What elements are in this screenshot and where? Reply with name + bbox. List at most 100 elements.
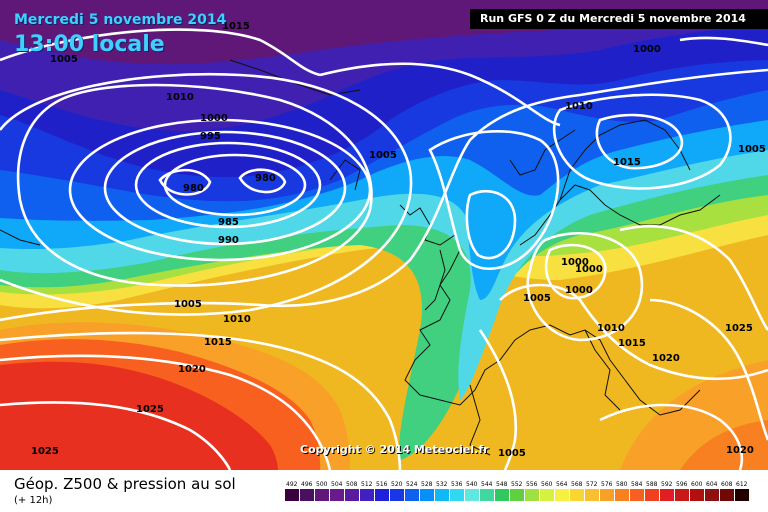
scale-tick-label: 604 [706,481,718,488]
scale-swatch [675,489,689,501]
scale-swatch [510,489,524,501]
scale-swatch [465,489,479,501]
scale-swatch [630,489,644,501]
isobar-label: 1005 [174,299,202,310]
scale-swatch [360,489,374,501]
scale-tick-label: 568 [571,481,583,488]
isobar-label: 1000 [200,113,228,124]
scale-swatch [285,489,299,501]
isobar-label: 1025 [725,323,753,334]
scale-swatch [555,489,569,501]
scale-tick-label: 544 [481,481,493,488]
scale-tick-label: 572 [586,481,598,488]
forecast-time: 13:00 locale [14,32,165,57]
isobar-label: 1025 [31,446,59,457]
product-title: Géop. Z500 & pression au sol [14,475,236,493]
scale-tick-label: 612 [736,481,748,488]
isobar-label: 1000 [561,257,589,268]
scale-swatch [540,489,554,501]
scale-tick-label: 576 [601,481,613,488]
scale-swatch [570,489,584,501]
isobar-label: 1005 [523,293,551,304]
isobar-label: 1020 [726,445,754,456]
isobar-label: 1025 [136,404,164,415]
scale-swatch [390,489,404,501]
isobar-label: 1005 [50,54,78,65]
scale-tick-label: 500 [316,481,328,488]
scale-tick-label: 596 [676,481,688,488]
scale-tick-label: 520 [391,481,403,488]
isobar-label: 1020 [652,353,680,364]
isobar-label: 995 [200,131,221,142]
color-scale-legend: 492 496 500 504 508 512 516 520 524 528 532 536 540 5… [285,481,749,501]
isobar-label: 1000 [575,264,603,275]
scale-swatch [660,489,674,501]
isobar-label: 1015 [222,21,250,32]
isobar-label: 985 [218,217,239,228]
scale-swatch [495,489,509,501]
scale-swatch [375,489,389,501]
scale-swatch [615,489,629,501]
scale-tick-label: 492 [286,481,298,488]
isobar-label: 1005 [738,144,766,155]
scale-tick-label: 512 [361,481,373,488]
scale-tick-label: 564 [556,481,568,488]
forecast-step: (+ 12h) [14,495,53,506]
scale-swatch [480,489,494,501]
scale-swatch [645,489,659,501]
scale-tick-label: 584 [631,481,643,488]
isobar-label: 1015 [204,337,232,348]
scale-swatch [450,489,464,501]
scale-tick-label: 552 [511,481,523,488]
scale-swatch [300,489,314,501]
scale-swatch [735,489,749,501]
scale-swatch [315,489,329,501]
model-run-label: Run GFS 0 Z du Mercredi 5 novembre 2014 [470,9,768,29]
isobar-label: 990 [218,235,239,246]
isobar-label: 1015 [613,157,641,168]
isobar-label: 1010 [166,92,194,103]
scale-swatch [345,489,359,501]
scale-tick-label: 496 [301,481,313,488]
isobar-label: 1020 [178,364,206,375]
scale-tick-label: 532 [436,481,448,488]
scale-swatch [405,489,419,501]
scale-tick-label: 508 [346,481,358,488]
scale-tick-label: 524 [406,481,418,488]
isobar-label: 1010 [223,314,251,325]
scale-tick-label: 588 [646,481,658,488]
isobar-label: 1000 [633,44,661,55]
copyright-notice: Copyright © 2014 Meteociel.fr [300,443,489,456]
scale-swatch [525,489,539,501]
isobar-label: 1015 [618,338,646,349]
scale-tick-label: 600 [691,481,703,488]
scale-swatch [585,489,599,501]
isobar-label: 1010 [597,323,625,334]
isobar-label: 1000 [565,285,593,296]
isobar-label: 980 [183,183,204,194]
scale-swatch [435,489,449,501]
scale-swatch [705,489,719,501]
scale-tick-label: 580 [616,481,628,488]
scale-tick-label: 528 [421,481,433,488]
scale-swatch [420,489,434,501]
scale-swatch [600,489,614,501]
isobar-label: 980 [255,173,276,184]
scale-tick-label: 536 [451,481,463,488]
pressure-map: 1015 1005 1010 1000 995 980 980 985 990 … [0,0,768,470]
scale-tick-label: 608 [721,481,733,488]
isobar-labels: 1015 1005 1010 1000 995 980 980 985 990 … [31,21,766,459]
isobar-label: 1005 [369,150,397,161]
scale-tick-label: 556 [526,481,538,488]
scale-tick-label: 504 [331,481,343,488]
scale-swatch [330,489,344,501]
scale-tick-label: 516 [376,481,388,488]
isobar-label: 1010 [565,101,593,112]
scale-tick-label: 548 [496,481,508,488]
scale-tick-label: 592 [661,481,673,488]
forecast-date: Mercredi 5 novembre 2014 [14,12,227,28]
isobar-label: 1005 [498,448,526,459]
scale-tick-label: 540 [466,481,478,488]
scale-swatch [720,489,734,501]
scale-tick-label: 560 [541,481,553,488]
